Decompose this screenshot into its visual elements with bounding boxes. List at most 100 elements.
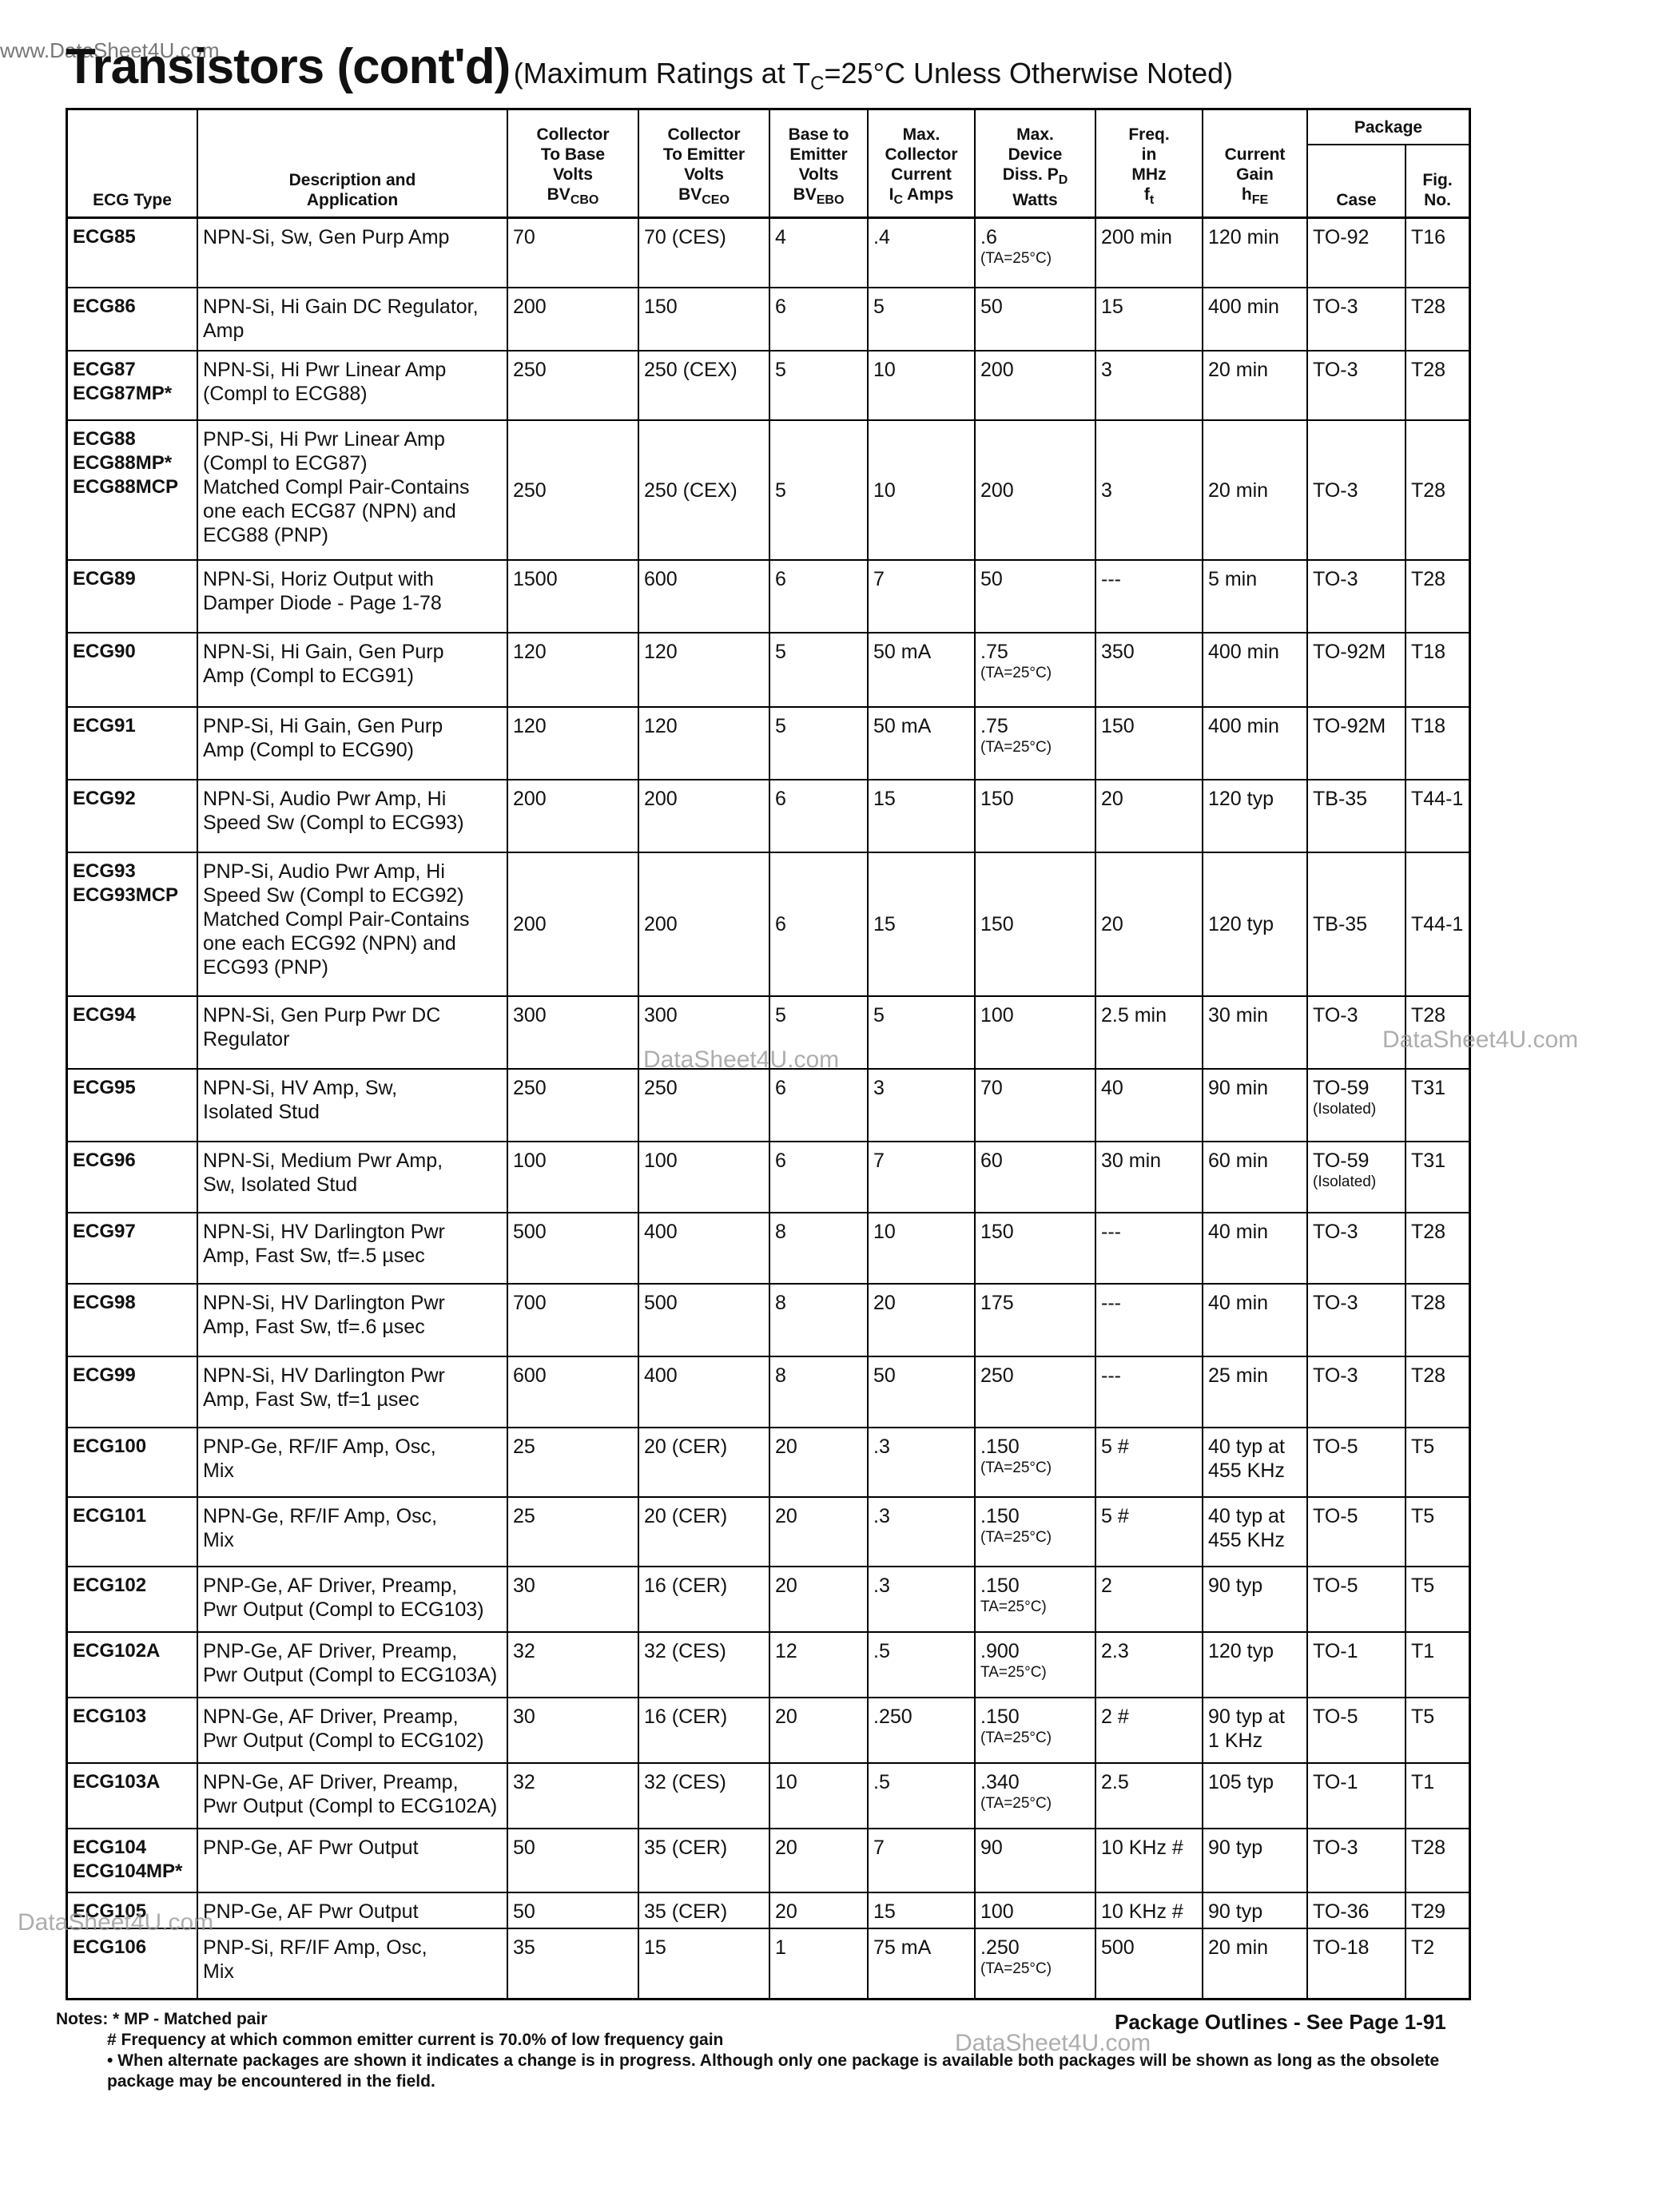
cell-line: Amp, Fast Sw, tf=1 µsec xyxy=(203,1388,419,1411)
cell-line: T44-1 xyxy=(1411,913,1464,935)
cell: ECG90 xyxy=(68,633,198,708)
cell: 600 xyxy=(508,1357,639,1428)
cell: .6 (TA=25°C) xyxy=(976,219,1096,288)
cell: ECG86 xyxy=(68,288,198,351)
cell: 100 xyxy=(639,1142,770,1213)
cell-line: ECG90 xyxy=(73,641,136,662)
cell-line: TO-18 xyxy=(1313,1936,1370,1959)
cell: 35 xyxy=(508,1929,639,1998)
cell-line: 50 xyxy=(980,568,1003,590)
cell: 90 min xyxy=(1203,1070,1308,1142)
cell: 5 xyxy=(770,997,869,1070)
cell: TO-92 xyxy=(1308,219,1406,288)
header-line: Fig. xyxy=(1422,171,1453,189)
cell: 150 xyxy=(976,1213,1096,1285)
cell: PNP-Ge, AF Pwr Output xyxy=(198,1893,508,1929)
header-line: Case xyxy=(1336,191,1377,209)
cell: 120 xyxy=(639,633,770,708)
cell: PNP-Si, Hi Pwr Linear Amp (Compl to ECG87… xyxy=(198,421,508,561)
cell-line: T29 xyxy=(1411,1900,1446,1923)
cell-line: ECG93 (PNP) xyxy=(203,956,328,979)
cell-line: ECG97 xyxy=(73,1221,136,1242)
header-cell: Description and Application xyxy=(198,110,508,219)
cell: 400 min xyxy=(1203,708,1308,780)
cell-line: 120 xyxy=(644,641,678,663)
cell: TO-3 xyxy=(1308,1829,1406,1893)
cell: TO-59 (Isolated) xyxy=(1308,1070,1406,1142)
cell-line: 250 xyxy=(513,359,547,381)
header-line: Diss. PD xyxy=(976,165,1095,190)
cell-line: ECG91 xyxy=(73,715,136,737)
cell: TO-18 xyxy=(1308,1929,1406,1998)
cell-line: ECG103A xyxy=(73,1771,161,1793)
cell-line: Sw, Isolated Stud xyxy=(203,1174,358,1196)
cell-line: NPN-Si, HV Darlington Pwr xyxy=(203,1292,445,1314)
cell: 50 xyxy=(508,1829,639,1893)
cell: .4 xyxy=(869,219,976,288)
cell: 20 xyxy=(770,1893,869,1929)
header-line: Device xyxy=(1008,145,1063,164)
cell-line: 150 xyxy=(1101,715,1135,737)
cell: ECG91 xyxy=(68,708,198,780)
cell-line: T28 xyxy=(1411,1004,1446,1027)
cell: 600 xyxy=(639,561,770,633)
cell-line: ECG87 xyxy=(73,359,136,380)
cell: 35 (CER) xyxy=(639,1829,770,1893)
cell-line: 250 xyxy=(513,479,547,502)
cell-line: PNP-Ge, AF Pwr Output xyxy=(203,1837,419,1859)
cell: 2.3 xyxy=(1096,1633,1203,1698)
cell: 2 xyxy=(1096,1567,1203,1633)
note: Notes: * MP - Matched pair xyxy=(56,2010,268,2028)
cell-line: 12 xyxy=(775,1640,797,1662)
header-line: Collector xyxy=(667,125,741,144)
cell: 120 xyxy=(508,708,639,780)
cell-line: 200 xyxy=(513,788,547,810)
cell: 200 xyxy=(639,853,770,997)
cell: ECG92 xyxy=(68,780,198,853)
cell-line: 5 xyxy=(873,296,885,318)
cell: 15 xyxy=(869,780,976,853)
cell: 500 xyxy=(1096,1929,1203,1998)
cell-line: ECG92 xyxy=(73,788,136,809)
cell: PNP-Ge, AF Driver, Preamp, Pwr Output (Co… xyxy=(198,1567,508,1633)
cell: NPN-Si, HV Darlington Pwr Amp, Fast Sw, t… xyxy=(198,1357,508,1428)
cell: 7 xyxy=(869,1142,976,1213)
cell: 2 # xyxy=(1096,1698,1203,1764)
cell: --- xyxy=(1096,561,1203,633)
cell: T28 xyxy=(1406,1213,1469,1285)
cell: NPN-Si, HV Darlington Pwr Amp, Fast Sw, t… xyxy=(198,1285,508,1357)
cell-line: PNP-Ge, AF Pwr Output xyxy=(203,1900,419,1923)
note: • When alternate packages are shown it i… xyxy=(107,2051,1440,2091)
cell-line: 20 (CER) xyxy=(644,1505,728,1527)
cell: 100 xyxy=(976,1893,1096,1929)
cell-line: 25 min xyxy=(1208,1364,1269,1387)
cell-line: NPN-Si, Medium Pwr Amp, xyxy=(203,1150,443,1172)
cell-line: .3 xyxy=(873,1436,890,1458)
cell-line: T2 xyxy=(1411,1936,1435,1959)
cell-line: 8 xyxy=(775,1221,786,1243)
cell-line: 60 min xyxy=(1208,1150,1269,1172)
cell-line: ECG93MCP xyxy=(73,884,179,906)
header-line: ECG Type xyxy=(93,191,172,209)
cell-line: PNP-Si, RF/IF Amp, Osc, xyxy=(203,1936,427,1959)
cell-line: NPN-Si, Audio Pwr Amp, Hi xyxy=(203,788,447,810)
cell-line: ECG88MP* xyxy=(73,452,173,474)
cell: TO-36 xyxy=(1308,1893,1406,1929)
cell-line: Amp, Fast Sw, tf=.5 µsec xyxy=(203,1245,425,1267)
note: # Frequency at which common emitter curr… xyxy=(107,2031,724,2049)
cell-line: 60 xyxy=(980,1150,1003,1172)
cell: .3 xyxy=(869,1498,976,1567)
cell: 5 # xyxy=(1096,1428,1203,1498)
cell-line: .150 xyxy=(980,1575,1020,1597)
cell-line: 10 xyxy=(873,1221,896,1243)
cell: T44-1 xyxy=(1406,853,1469,997)
cell-line: ECG93 xyxy=(73,860,136,882)
cell: .75 (TA=25°C) xyxy=(976,708,1096,780)
cell: .250 (TA=25°C) xyxy=(976,1929,1096,1998)
cell: TO-3 xyxy=(1308,421,1406,561)
cell: TO-1 xyxy=(1308,1633,1406,1698)
cell: 20 xyxy=(770,1498,869,1567)
cell: 50 xyxy=(508,1893,639,1929)
cell: 400 min xyxy=(1203,288,1308,351)
header-cell: Collector To Emitter Volts BVCEO xyxy=(639,110,770,219)
